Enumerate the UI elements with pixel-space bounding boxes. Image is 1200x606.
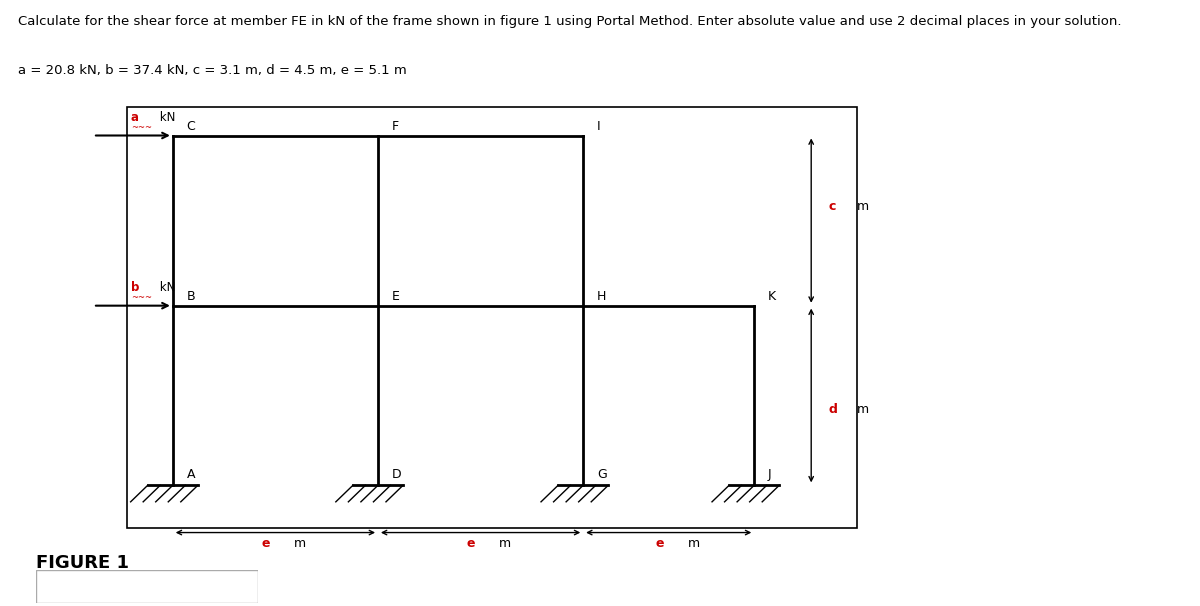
Text: Calculate for the shear force at member FE in kN of the frame shown in figure 1 : Calculate for the shear force at member …: [18, 15, 1122, 28]
Text: B: B: [186, 290, 196, 303]
Text: H: H: [596, 290, 606, 303]
Bar: [127, 107, 857, 528]
Text: K: K: [768, 290, 776, 303]
Text: ~~~: ~~~: [131, 293, 151, 302]
Text: e: e: [655, 538, 664, 550]
Text: a = 20.8 kN, b = 37.4 kN, c = 3.1 m, d = 4.5 m, e = 5.1 m: a = 20.8 kN, b = 37.4 kN, c = 3.1 m, d =…: [18, 64, 407, 76]
Text: I: I: [596, 120, 600, 133]
Text: a: a: [131, 111, 139, 124]
Text: m: m: [857, 200, 869, 213]
Text: G: G: [596, 468, 607, 481]
Text: m: m: [496, 538, 511, 550]
Text: kN: kN: [156, 281, 175, 294]
Text: m: m: [857, 403, 869, 416]
Text: e: e: [262, 538, 270, 550]
Text: kN: kN: [156, 111, 175, 124]
Text: ~~~: ~~~: [131, 123, 151, 132]
Text: FIGURE 1: FIGURE 1: [36, 554, 130, 573]
Text: C: C: [186, 120, 196, 133]
Text: J: J: [768, 468, 772, 481]
Text: e: e: [467, 538, 475, 550]
Text: d: d: [828, 403, 838, 416]
Text: A: A: [186, 468, 194, 481]
Text: E: E: [391, 290, 400, 303]
Text: m: m: [290, 538, 306, 550]
Text: m: m: [684, 538, 700, 550]
Text: F: F: [391, 120, 398, 133]
Text: D: D: [391, 468, 401, 481]
Text: c: c: [828, 200, 835, 213]
Text: b: b: [131, 281, 139, 294]
